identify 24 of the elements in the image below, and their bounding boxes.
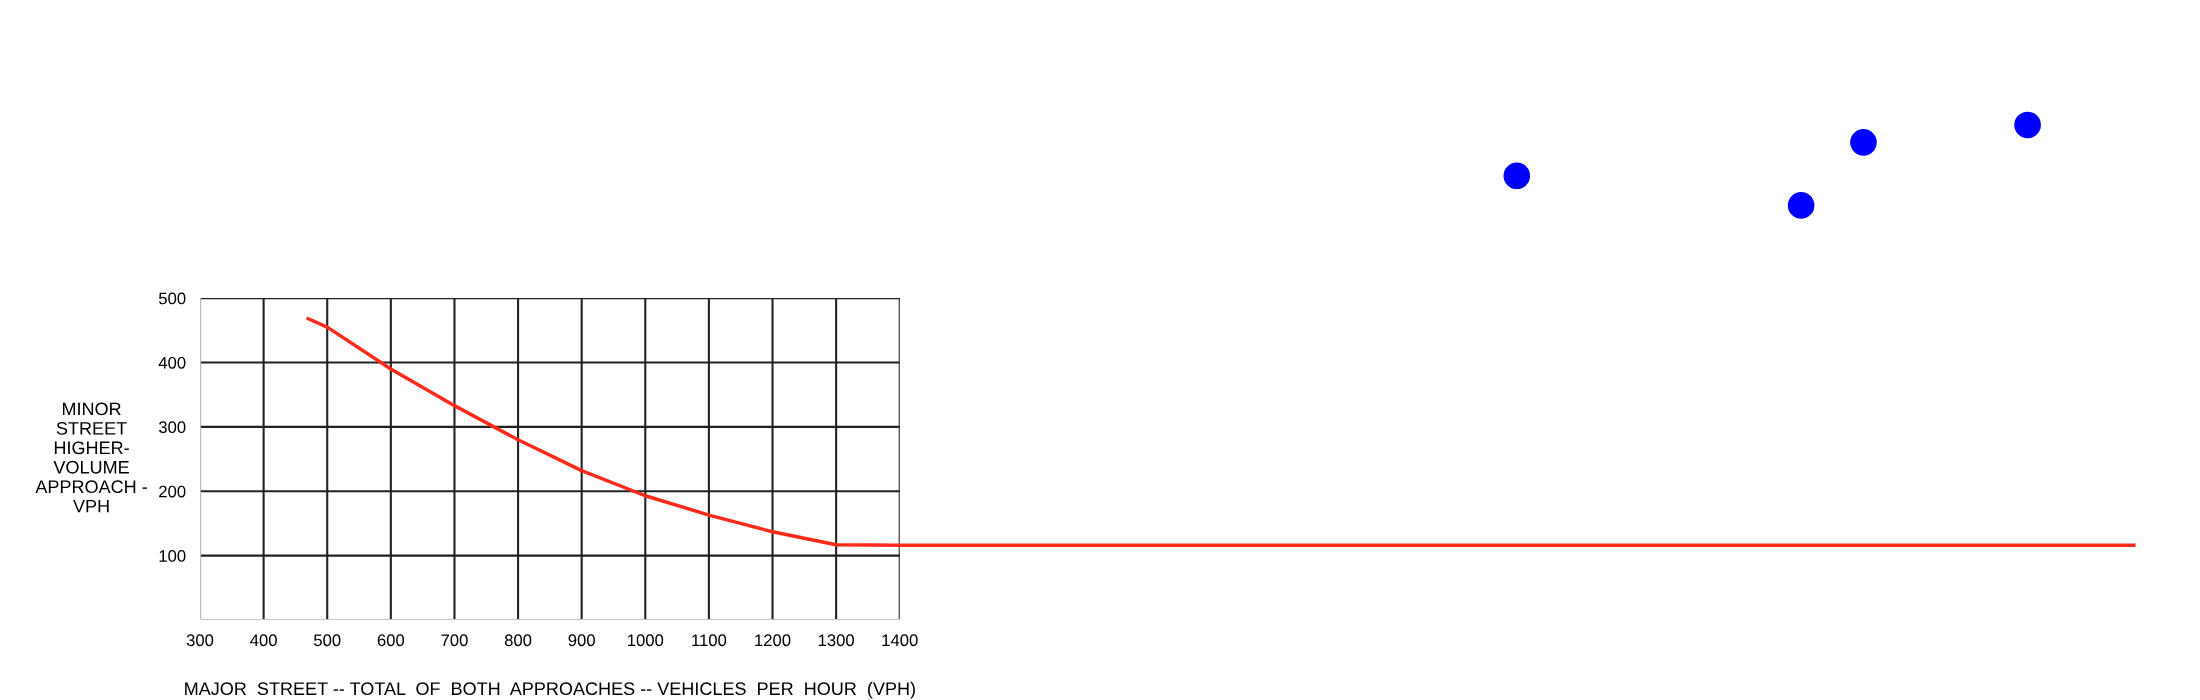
x-tick-label: 1300 bbox=[818, 634, 855, 647]
x-tick-label: 900 bbox=[568, 634, 595, 647]
x-tick-label: 1100 bbox=[692, 634, 727, 647]
y-tick-label: 400 bbox=[158, 356, 186, 369]
x-tick-label: 600 bbox=[377, 634, 405, 647]
y-axis-title: MINOR STREET HIGHER- VOLUME APPROACH - VPH bbox=[35, 402, 147, 513]
x-tick-label: 1200 bbox=[755, 634, 791, 647]
x-tick-label: 1400 bbox=[882, 634, 918, 647]
x-axis-title: MAJOR STREET -- TOTAL OF BOTH APPROACHES -- VEHICLES PER HOUR (VPH) bbox=[185, 681, 915, 699]
y-tick-label: 100 bbox=[159, 550, 186, 562]
point bbox=[1503, 162, 1531, 190]
y-tick-label: 300 bbox=[158, 421, 186, 434]
point bbox=[2014, 111, 2041, 139]
point bbox=[1787, 192, 1815, 219]
x-tick-label: 1000 bbox=[628, 634, 664, 647]
point bbox=[1850, 129, 1877, 156]
y-tick-label: 200 bbox=[159, 485, 186, 498]
x-tick-label: 800 bbox=[504, 634, 532, 647]
x-tick-label: 500 bbox=[313, 634, 341, 647]
x-tick-label: 400 bbox=[250, 634, 277, 647]
x-tick-label: 300 bbox=[186, 634, 214, 647]
y-tick-label: 500 bbox=[158, 292, 186, 305]
line-series bbox=[306, 316, 2136, 548]
x-tick-label: 700 bbox=[441, 634, 468, 647]
